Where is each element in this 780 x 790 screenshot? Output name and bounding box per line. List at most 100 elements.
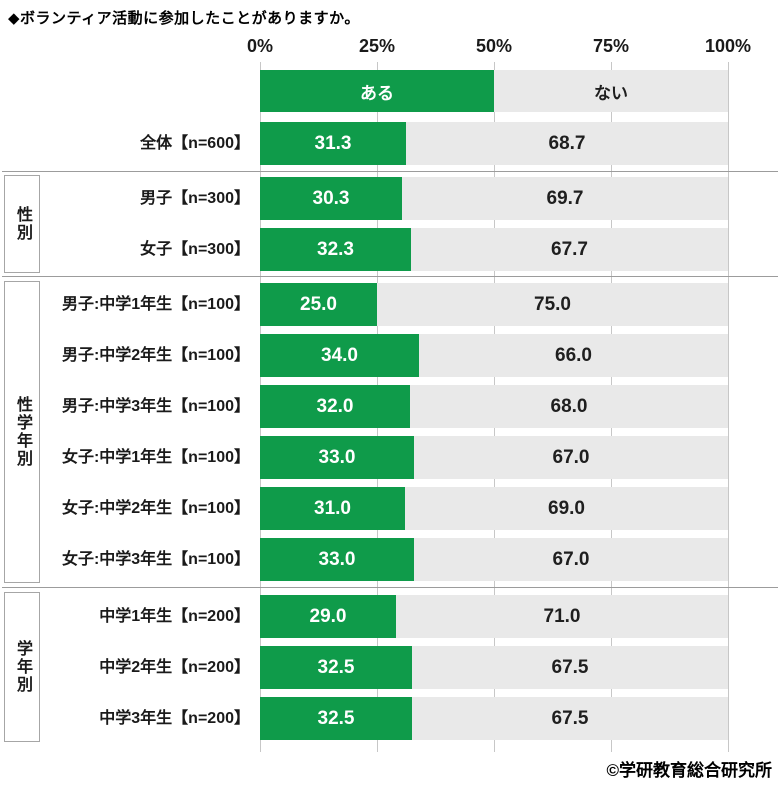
axis-tick-label: 75% <box>592 36 630 56</box>
bar-segment-nai: 67.7 <box>411 228 728 271</box>
chart-title: ◆ボランティア活動に参加したことがありますか。 <box>8 10 360 27</box>
chart-row: 女子:中学1年生【n=100】 33.0 67.0 <box>0 436 780 479</box>
legend-item-aru: ある <box>260 70 494 112</box>
bar-segment-aru: 34.0 <box>260 334 419 377</box>
bar-segment-nai: 67.5 <box>412 646 728 689</box>
stacked-bar: 32.5 67.5 <box>260 697 728 740</box>
group-label: 性別 <box>14 206 31 242</box>
value-label-nai: 69.7 <box>546 187 584 209</box>
bar-segment-aru: 32.0 <box>260 385 410 428</box>
bar-segment-nai: 67.0 <box>414 538 728 581</box>
bar-segment-nai: 69.7 <box>402 177 728 220</box>
value-label-aru: 34.0 <box>321 344 358 366</box>
value-label-aru: 32.0 <box>316 395 354 417</box>
stacked-bar: 30.3 69.7 <box>260 177 728 220</box>
group-box-性学年別: 性学年別 <box>4 281 40 583</box>
bar-segment-nai: 71.0 <box>396 595 728 638</box>
chart-row: 中学3年生【n=200】 32.5 67.5 <box>0 697 780 740</box>
legend-item-nai: ない <box>494 70 728 112</box>
chart-row: 中学2年生【n=200】 32.5 67.5 <box>0 646 780 689</box>
group-separator <box>2 171 778 172</box>
bar-segment-aru: 32.5 <box>260 646 412 689</box>
row-label: 女子:中学2年生【n=100】 <box>61 500 250 517</box>
row-label: 男子:中学3年生【n=100】 <box>61 398 250 415</box>
bar-segment-aru: 33.0 <box>260 538 414 581</box>
value-label-aru: 31.0 <box>314 497 351 519</box>
bar-segment-aru: 30.3 <box>260 177 402 220</box>
row-label: 全体【n=600】 <box>140 135 250 152</box>
value-label-aru: 32.3 <box>317 238 354 260</box>
row-label: 中学3年生【n=200】 <box>99 710 250 727</box>
stacked-bar: 34.0 66.0 <box>260 334 728 377</box>
stacked-bar: 33.0 67.0 <box>260 436 728 479</box>
legend: ある ない <box>260 70 728 112</box>
group-label: 性学年別 <box>14 396 31 468</box>
row-label: 男子:中学1年生【n=100】 <box>61 296 250 313</box>
value-label-nai: 67.7 <box>551 238 588 260</box>
row-label: 女子:中学3年生【n=100】 <box>61 551 250 568</box>
bar-segment-aru: 33.0 <box>260 436 414 479</box>
chart-row: 女子【n=300】 32.3 67.7 <box>0 228 780 271</box>
bar-segment-nai: 66.0 <box>419 334 728 377</box>
bar-segment-nai: 68.7 <box>406 122 728 165</box>
group-separator <box>2 587 778 588</box>
group-label: 学年別 <box>14 640 31 694</box>
bar-segment-nai: 67.0 <box>414 436 728 479</box>
stacked-bar: 32.3 67.7 <box>260 228 728 271</box>
value-label-aru: 33.0 <box>318 548 356 570</box>
bar-segment-aru: 32.3 <box>260 228 411 271</box>
bar-segment-nai: 68.0 <box>410 385 728 428</box>
chart-row: 女子:中学3年生【n=100】 33.0 67.0 <box>0 538 780 581</box>
value-label-nai: 67.5 <box>551 656 589 678</box>
legend-label-nai: ない <box>594 83 628 103</box>
chart-row: 女子:中学2年生【n=100】 31.0 69.0 <box>0 487 780 530</box>
row-label: 男子【n=300】 <box>140 190 250 207</box>
value-label-aru: 29.0 <box>309 605 347 627</box>
value-label-nai: 67.5 <box>551 707 589 729</box>
bar-segment-aru: 29.0 <box>260 595 396 638</box>
bar-segment-aru: 31.0 <box>260 487 405 530</box>
chart-row: 男子:中学1年生【n=100】 25.0 75.0 <box>0 283 780 326</box>
bar-segment-aru: 25.0 <box>260 283 377 326</box>
stacked-bar: 32.5 67.5 <box>260 646 728 689</box>
value-label-nai: 67.0 <box>552 446 590 468</box>
value-label-nai: 68.0 <box>550 395 588 417</box>
group-box-学年別: 学年別 <box>4 592 40 742</box>
row-label: 中学1年生【n=200】 <box>99 608 250 625</box>
chart-row: 男子:中学2年生【n=100】 34.0 66.0 <box>0 334 780 377</box>
copyright: ©学研教育総合研究所 <box>606 761 772 780</box>
bar-segment-nai: 75.0 <box>377 283 728 326</box>
bar-segment-nai: 69.0 <box>405 487 728 530</box>
value-label-aru: 31.3 <box>314 132 352 154</box>
row-label: 女子【n=300】 <box>140 241 250 258</box>
stacked-bar: 33.0 67.0 <box>260 538 728 581</box>
value-label-aru: 32.5 <box>317 707 355 729</box>
gridline <box>728 62 729 752</box>
value-label-aru: 32.5 <box>317 656 355 678</box>
value-label-nai: 66.0 <box>555 344 592 366</box>
value-label-nai: 69.0 <box>548 497 585 519</box>
stacked-bar: 25.0 75.0 <box>260 283 728 326</box>
bar-segment-nai: 67.5 <box>412 697 728 740</box>
axis-tick-label: 100% <box>704 36 752 56</box>
group-box-性別: 性別 <box>4 175 40 273</box>
chart-row: 男子【n=300】 30.3 69.7 <box>0 177 780 220</box>
stacked-bar: 31.0 69.0 <box>260 487 728 530</box>
axis-tick-label: 50% <box>475 36 513 56</box>
legend-label-aru: ある <box>360 83 394 103</box>
stacked-bar: 29.0 71.0 <box>260 595 728 638</box>
bar-segment-aru: 31.3 <box>260 122 406 165</box>
axis-tick-label: 25% <box>358 36 396 56</box>
row-label: 女子:中学1年生【n=100】 <box>61 449 250 466</box>
stacked-bar: 32.0 68.0 <box>260 385 728 428</box>
chart-row: 全体【n=600】 31.3 68.7 <box>0 122 780 165</box>
bar-segment-aru: 32.5 <box>260 697 412 740</box>
row-label: 男子:中学2年生【n=100】 <box>61 347 250 364</box>
value-label-nai: 71.0 <box>543 605 581 627</box>
stacked-bar: 31.3 68.7 <box>260 122 728 165</box>
chart-row: 男子:中学3年生【n=100】 32.0 68.0 <box>0 385 780 428</box>
value-label-aru: 25.0 <box>300 293 337 315</box>
value-label-aru: 30.3 <box>312 187 350 209</box>
row-label: 中学2年生【n=200】 <box>99 659 250 676</box>
